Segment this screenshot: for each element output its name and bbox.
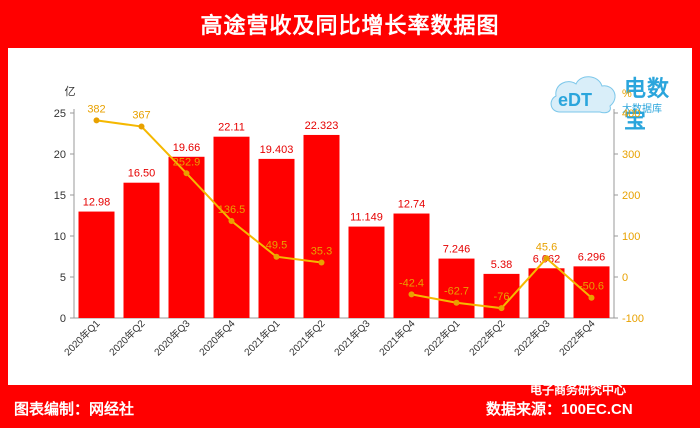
- bar-value-label: 19.403: [260, 144, 294, 156]
- x-tick-label: 2020年Q3: [151, 317, 193, 359]
- x-tick-label: 2022年Q1: [421, 317, 463, 359]
- bar-value-label: 5.38: [491, 259, 512, 271]
- x-tick-label: 2021年Q3: [331, 317, 373, 359]
- bar: [528, 268, 565, 318]
- logo: eDT 电数宝 大数据库: [548, 68, 678, 133]
- x-tick-label: 2020年Q4: [196, 317, 238, 359]
- bar-value-label: 12.74: [398, 199, 426, 211]
- bar-value-label: 16.50: [128, 168, 156, 180]
- logo-subtext: 大数据库: [622, 104, 662, 115]
- x-tick-label: 2021年Q4: [376, 317, 418, 359]
- bar: [78, 211, 115, 318]
- footer-editor: 图表编制：网经社: [14, 401, 135, 418]
- growth-point: [408, 291, 415, 298]
- logo-text: 电数宝: [624, 76, 671, 133]
- growth-value-label: -42.4: [399, 277, 424, 289]
- bar-value-label: 12.98: [83, 197, 111, 209]
- x-tick-label: 2021年Q2: [286, 317, 328, 359]
- growth-value-label: 35.3: [311, 246, 332, 258]
- x-tick-label: 2022年Q2: [466, 317, 508, 359]
- growth-value-label: 252.9: [173, 156, 201, 168]
- footer-source: 数据来源：100EC.CN: [486, 401, 633, 418]
- bar: [123, 182, 160, 318]
- y-left-tick-label: 15: [54, 190, 66, 202]
- growth-point: [453, 299, 460, 306]
- footer-wechat: 电子商务研究中心: [530, 383, 627, 397]
- growth-point: [498, 305, 505, 312]
- y-right-tick-label: -100: [622, 313, 644, 325]
- growth-value-label: 49.5: [266, 240, 287, 252]
- growth-point: [138, 123, 145, 130]
- y-right-tick-label: 0: [622, 272, 628, 284]
- y-left-tick-label: 10: [54, 231, 66, 243]
- growth-point: [228, 218, 235, 225]
- bar: [168, 156, 205, 318]
- y-right-unit: %: [622, 88, 632, 100]
- bar-value-label: 22.323: [305, 120, 339, 132]
- growth-value-label: -76: [494, 291, 510, 303]
- bar-value-label: 11.149: [350, 212, 383, 224]
- y-left-tick-label: 5: [60, 272, 66, 284]
- logo-mark: eDT: [558, 90, 592, 110]
- x-tick-label: 2022年Q3: [511, 317, 553, 359]
- growth-value-label: 45.6: [536, 241, 557, 253]
- growth-point: [318, 259, 325, 266]
- x-tick-label: 2021年Q1: [241, 317, 283, 359]
- growth-value-label: 136.5: [218, 204, 246, 216]
- growth-point: [93, 117, 100, 124]
- growth-point: [183, 170, 190, 177]
- x-tick-label: 2020年Q2: [106, 317, 148, 359]
- bar-value-label: 19.66: [173, 142, 201, 154]
- y-right-tick-label: 100: [622, 231, 640, 243]
- x-tick-label: 2022年Q4: [556, 317, 598, 359]
- y-right-tick-label: 200: [622, 190, 640, 202]
- growth-point: [588, 294, 595, 301]
- growth-value-label: -62.7: [444, 286, 469, 298]
- y-left-tick-label: 25: [54, 108, 66, 120]
- y-left-unit: 亿: [65, 85, 76, 98]
- bar: [573, 266, 610, 318]
- bar-value-label: 6.296: [578, 251, 606, 263]
- growth-point: [273, 253, 280, 260]
- growth-line: [96, 119, 322, 264]
- page-title: 高途营收及同比增长率数据图: [200, 13, 500, 38]
- bar: [213, 136, 250, 318]
- bar: [393, 213, 430, 318]
- bar: [438, 258, 475, 318]
- growth-value-label: -50.6: [579, 281, 604, 293]
- bar-value-label: 7.246: [443, 244, 471, 256]
- growth-value-label: 382: [87, 103, 105, 115]
- y-left-tick-label: 20: [54, 149, 66, 161]
- bar: [258, 158, 295, 318]
- growth-value-label: 367: [132, 110, 150, 122]
- bar: [348, 226, 385, 318]
- bar: [303, 134, 340, 318]
- x-tick-label: 2020年Q1: [61, 317, 103, 359]
- y-left-tick-label: 0: [60, 313, 66, 325]
- growth-point: [543, 255, 550, 262]
- bar-value-label: 22.11: [218, 122, 245, 134]
- cloud-logo-icon: eDT: [550, 76, 616, 114]
- y-right-tick-label: 400: [622, 108, 640, 120]
- y-right-tick-label: 300: [622, 149, 640, 161]
